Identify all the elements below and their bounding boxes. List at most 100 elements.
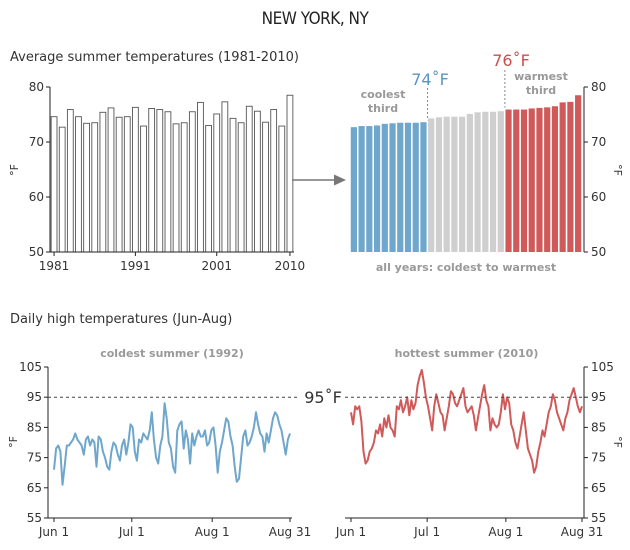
- sorted-x-label: all years: coldest to warmest: [376, 261, 556, 274]
- hottest-title: hottest summer (2010): [395, 347, 539, 360]
- bar-year-1981: [50, 116, 58, 253]
- hottest-y-tick-label: 105: [591, 360, 614, 374]
- daily-y-axis-label-right: °F: [611, 436, 624, 448]
- bar-year-1983: [66, 109, 74, 253]
- coldest-title: coldest summer (1992): [100, 347, 244, 360]
- sorted-bar: [350, 127, 357, 252]
- sorted-bar: [482, 111, 489, 252]
- bar-year-1995: [164, 111, 172, 253]
- sorted-bar: [366, 126, 373, 252]
- sorted-bar: [567, 101, 574, 252]
- bar-year-1993: [148, 107, 156, 253]
- sorted-bar: [575, 95, 582, 252]
- x-tick-label: 1991: [120, 259, 151, 273]
- bar-year-1996: [172, 123, 180, 253]
- section-1-title: Average summer temperatures (1981-2010): [10, 50, 299, 65]
- bar-year-1999: [197, 101, 204, 253]
- bar-year-2007: [262, 121, 269, 253]
- sorted-bar: [420, 122, 427, 252]
- sorted-bar: [412, 122, 419, 252]
- hottest-y-tick-label: 55: [591, 511, 606, 525]
- cool-label-line2: third: [368, 102, 398, 115]
- coldest-y-tick-label: 105: [19, 360, 42, 374]
- cool-threshold-value: 74˚F: [411, 70, 449, 89]
- bar-year-1998: [188, 111, 196, 253]
- bar-year-1992: [140, 125, 147, 253]
- y-tick-label: 80: [29, 80, 44, 94]
- bar-year-2005: [245, 105, 253, 253]
- sorted-bar: [536, 107, 543, 253]
- y-tick-label: 70: [591, 135, 606, 149]
- sorted-bar: [505, 109, 512, 252]
- x-tick-label: 2001: [201, 259, 232, 273]
- sorted-bar: [551, 106, 559, 252]
- sorted-bar: [559, 102, 566, 253]
- y-tick-label: 50: [591, 245, 606, 259]
- bar-year-2006: [254, 110, 261, 253]
- bar-year-1997: [180, 122, 188, 253]
- hottest-y-tick-label: 85: [591, 420, 606, 434]
- right-arrow-icon-head: [334, 174, 346, 186]
- sorted-bar: [520, 109, 528, 252]
- y-tick-label: 80: [591, 80, 606, 94]
- coldest-x-tick-label: Aug 31: [269, 525, 312, 539]
- warm-threshold-value: 76˚F: [492, 51, 530, 70]
- bar-year-2008: [270, 109, 278, 253]
- bar-year-1987: [99, 111, 107, 253]
- hottest-y-tick-label: 75: [591, 451, 606, 465]
- section-2-title: Daily high temperatures (Jun-Aug): [10, 312, 233, 327]
- bar-year-2009: [278, 125, 286, 253]
- bar-year-1982: [58, 126, 66, 253]
- coldest-line: [53, 402, 291, 486]
- sorted-bar: [389, 123, 396, 252]
- sorted-bar: [513, 109, 520, 252]
- y-axis-label: °F: [8, 164, 21, 176]
- coldest-y-tick-label: 65: [27, 481, 42, 495]
- bar-year-2001: [213, 113, 221, 253]
- sorted-bar: [497, 111, 504, 252]
- bar-year-1988: [107, 107, 115, 253]
- sorted-bar: [435, 117, 443, 252]
- hottest-x-tick-label: Jul 1: [413, 525, 440, 539]
- coldest-y-tick-label: 95: [27, 390, 42, 404]
- warm-label-line2: third: [526, 84, 556, 97]
- bar-year-1984: [75, 116, 82, 253]
- coldest-y-tick-label: 85: [27, 420, 42, 434]
- sorted-bar: [544, 107, 551, 252]
- hottest-x-tick-label: Jun 1: [335, 525, 366, 539]
- threshold-label: 95˚F: [304, 388, 342, 407]
- x-tick-label: 1981: [39, 259, 70, 273]
- hottest-x-tick-label: Aug 1: [488, 525, 523, 539]
- sorted-bar: [428, 118, 435, 252]
- sorted-bar: [358, 126, 365, 252]
- coldest-y-tick-label: 75: [27, 451, 42, 465]
- bar-year-2010: [286, 94, 294, 253]
- sorted-bar: [381, 123, 388, 252]
- daily-y-axis-label: °F: [7, 436, 20, 448]
- y-tick-label: 60: [591, 190, 606, 204]
- y-tick-label: 70: [29, 135, 44, 149]
- sorted-bar: [459, 116, 466, 252]
- bar-year-2003: [229, 117, 237, 253]
- coldest-x-tick-label: Aug 1: [195, 525, 230, 539]
- sorted-bar: [404, 122, 412, 252]
- sorted-bar: [373, 125, 381, 252]
- sorted-bar: [466, 113, 473, 252]
- y-tick-label: 60: [29, 190, 44, 204]
- y-axis-label-right: °F: [611, 164, 624, 176]
- bar-year-2002: [221, 101, 229, 253]
- bar-year-1986: [91, 122, 99, 253]
- sorted-bar: [451, 116, 458, 252]
- sorted-bar: [489, 111, 497, 252]
- sorted-bar: [528, 108, 535, 252]
- x-tick-label: 2010: [275, 259, 306, 273]
- bar-year-2000: [205, 125, 212, 253]
- bar-year-2004: [237, 122, 245, 253]
- bar-year-1991: [132, 106, 139, 253]
- coldest-y-tick-label: 55: [27, 511, 42, 525]
- bar-year-1985: [83, 122, 90, 253]
- hottest-y-tick-label: 95: [591, 390, 606, 404]
- bar-year-1989: [115, 116, 123, 253]
- coldest-x-tick-label: Jun 1: [38, 525, 69, 539]
